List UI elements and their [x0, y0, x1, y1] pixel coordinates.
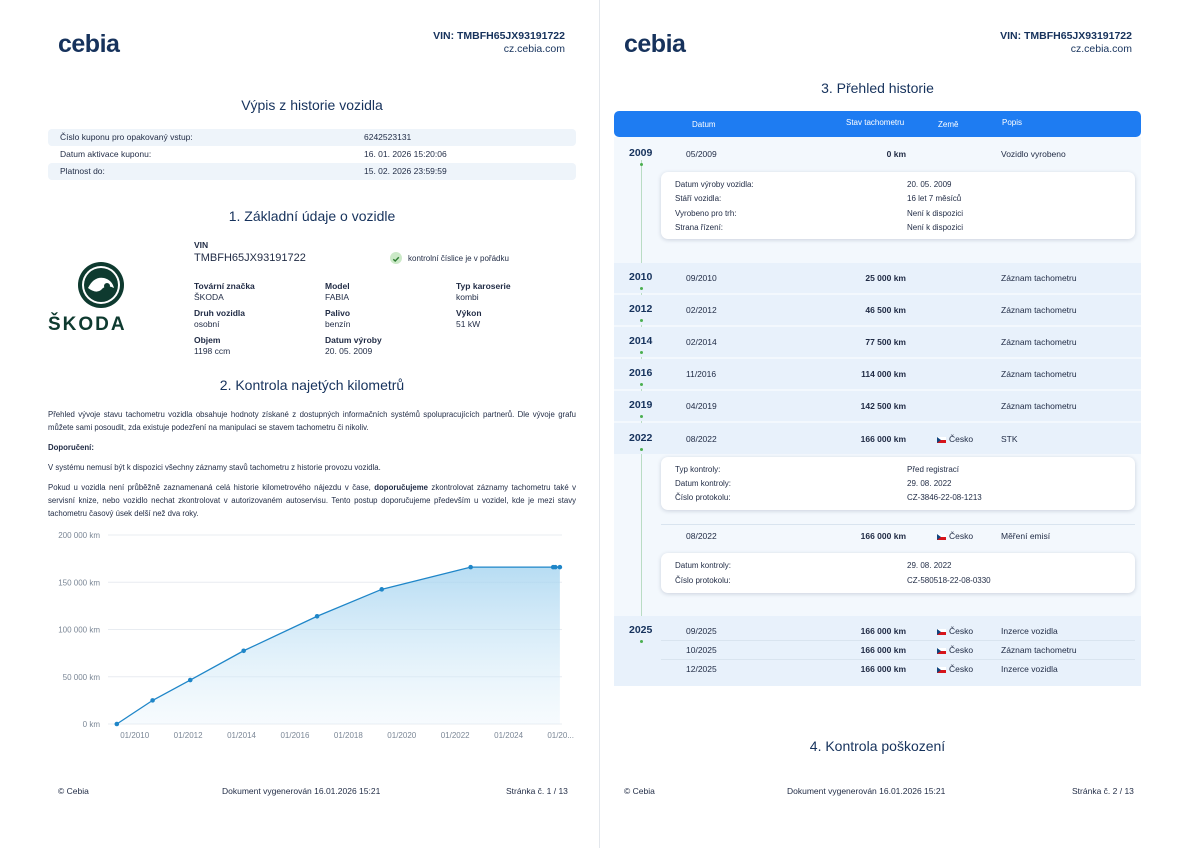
spec-value: 51 kW — [456, 319, 481, 329]
col-odometer: Stav tachometru — [846, 118, 905, 127]
cebia-logo: cebia — [58, 30, 120, 58]
odometer-point — [557, 564, 563, 570]
history-table-header: Datum Stav tachometru Země Popis — [614, 111, 1141, 137]
y-tick-label: 200 000 km — [58, 531, 100, 540]
x-tick-label: 01/2014 — [227, 731, 256, 740]
vin-check-status: kontrolní číslice je v pořádku — [408, 254, 509, 263]
odometer-point — [314, 613, 320, 619]
odometer-point — [114, 721, 120, 727]
spec-label: Datum výroby — [325, 335, 382, 345]
odometer-area — [116, 567, 560, 724]
odometer-point — [553, 564, 558, 570]
col-country: Země — [938, 120, 959, 129]
cebia-logo: cebia — [624, 30, 686, 58]
x-tick-label: 01/2022 — [441, 731, 470, 740]
report-page-1: cebia VIN: TMBFH65JX93191722 cz.cebia.co… — [0, 0, 600, 848]
odometer-point — [187, 677, 193, 683]
skoda-emblem-icon — [78, 262, 124, 308]
x-tick-label: 01/2024 — [494, 731, 523, 740]
x-tick-label: 01/2018 — [334, 731, 363, 740]
spec-label: Výkon — [456, 308, 482, 318]
x-tick-label: 01/2010 — [120, 731, 149, 740]
col-description: Popis — [1002, 118, 1023, 127]
section-1-title: 1. Základní údaje o vozidle — [228, 208, 396, 224]
report-page-2: cebia VIN: TMBFH65JX93191722 cz.cebia.co… — [600, 0, 1200, 848]
vin-value: TMBFH65JX93191722 — [194, 252, 306, 264]
recommendation-text-1: V systému nemusí být k dispozici všechny… — [48, 463, 381, 472]
coupon-row: Platnost do: 15. 02. 2026 23:59:59 — [48, 163, 576, 180]
spec-label: Model — [325, 281, 350, 291]
spec-value: osobní — [194, 319, 220, 329]
y-tick-label: 0 km — [83, 720, 101, 729]
recommendation-label: Doporučení: — [48, 443, 94, 452]
spec-value: FABIA — [325, 292, 350, 302]
x-tick-label: 01/2020 — [387, 731, 416, 740]
footer-copyright: © Cebia — [58, 786, 89, 796]
header-vin: VIN: TMBFH65JX93191722 — [433, 30, 565, 42]
section-3-title: 3. Přehled historie — [821, 80, 934, 96]
x-tick-label: 01/2012 — [174, 731, 203, 740]
footer-page-number: Stránka č. 1 / 13 — [506, 786, 568, 796]
footer-generated: Dokument vygenerován 16.01.2026 15:21 — [222, 786, 381, 796]
odometer-point — [241, 648, 246, 654]
spec-label: Typ karoserie — [456, 281, 511, 291]
skoda-logo: ŠKODA — [48, 258, 156, 336]
check-icon — [390, 252, 402, 264]
x-tick-label: 01/20... — [547, 731, 574, 740]
spec-label: Objem — [194, 335, 221, 345]
spec-value: benzín — [325, 319, 351, 329]
recommendation-text-2: Pokud u vozidla není průběžně zaznamenan… — [48, 483, 576, 518]
skoda-wordmark: ŠKODA — [48, 314, 127, 335]
page-title: Výpis z historie vozidla — [241, 97, 383, 113]
odometer-point — [379, 587, 385, 592]
y-tick-label: 150 000 km — [58, 578, 100, 587]
coupon-row: Číslo kuponu pro opakovaný vstup: 624252… — [48, 129, 576, 146]
header-vin-block: VIN: TMBFH65JX93191722 cz.cebia.com — [1000, 30, 1132, 56]
coupon-row: Datum aktivace kuponu: 16. 01. 2026 15:2… — [60, 149, 447, 159]
section-2-title: 2. Kontrola najetých kilometrů — [219, 377, 405, 393]
header-vin: VIN: TMBFH65JX93191722 — [1000, 30, 1132, 42]
spec-label: Druh vozidla — [194, 308, 246, 318]
spec-value: ŠKODA — [194, 292, 224, 302]
spec-label: Palivo — [325, 308, 351, 318]
spec-label: Tovární značka — [194, 281, 255, 291]
odometer-intro-text: Přehled vývoje stavu tachometru vozidla … — [48, 410, 576, 432]
history-table-body — [614, 137, 1141, 686]
x-tick-label: 01/2016 — [280, 731, 309, 740]
y-tick-label: 100 000 km — [58, 626, 100, 635]
spec-value: 1198 ccm — [194, 346, 231, 356]
header-site-link[interactable]: cz.cebia.com — [1070, 43, 1132, 55]
odometer-chart: 200 000 km 150 000 km 100 000 km 50 000 km 0… — [58, 531, 574, 740]
odometer-point — [150, 698, 155, 703]
spec-value: 20. 05. 2009 — [325, 346, 373, 356]
header-site-link[interactable]: cz.cebia.com — [503, 43, 565, 55]
y-tick-label: 50 000 km — [63, 673, 101, 682]
col-date: Datum — [692, 120, 716, 129]
vin-label: VIN — [194, 240, 209, 250]
header-vin-block: VIN: TMBFH65JX93191722 cz.cebia.com — [433, 30, 565, 56]
spec-value: kombi — [456, 292, 479, 302]
odometer-point — [468, 564, 473, 570]
